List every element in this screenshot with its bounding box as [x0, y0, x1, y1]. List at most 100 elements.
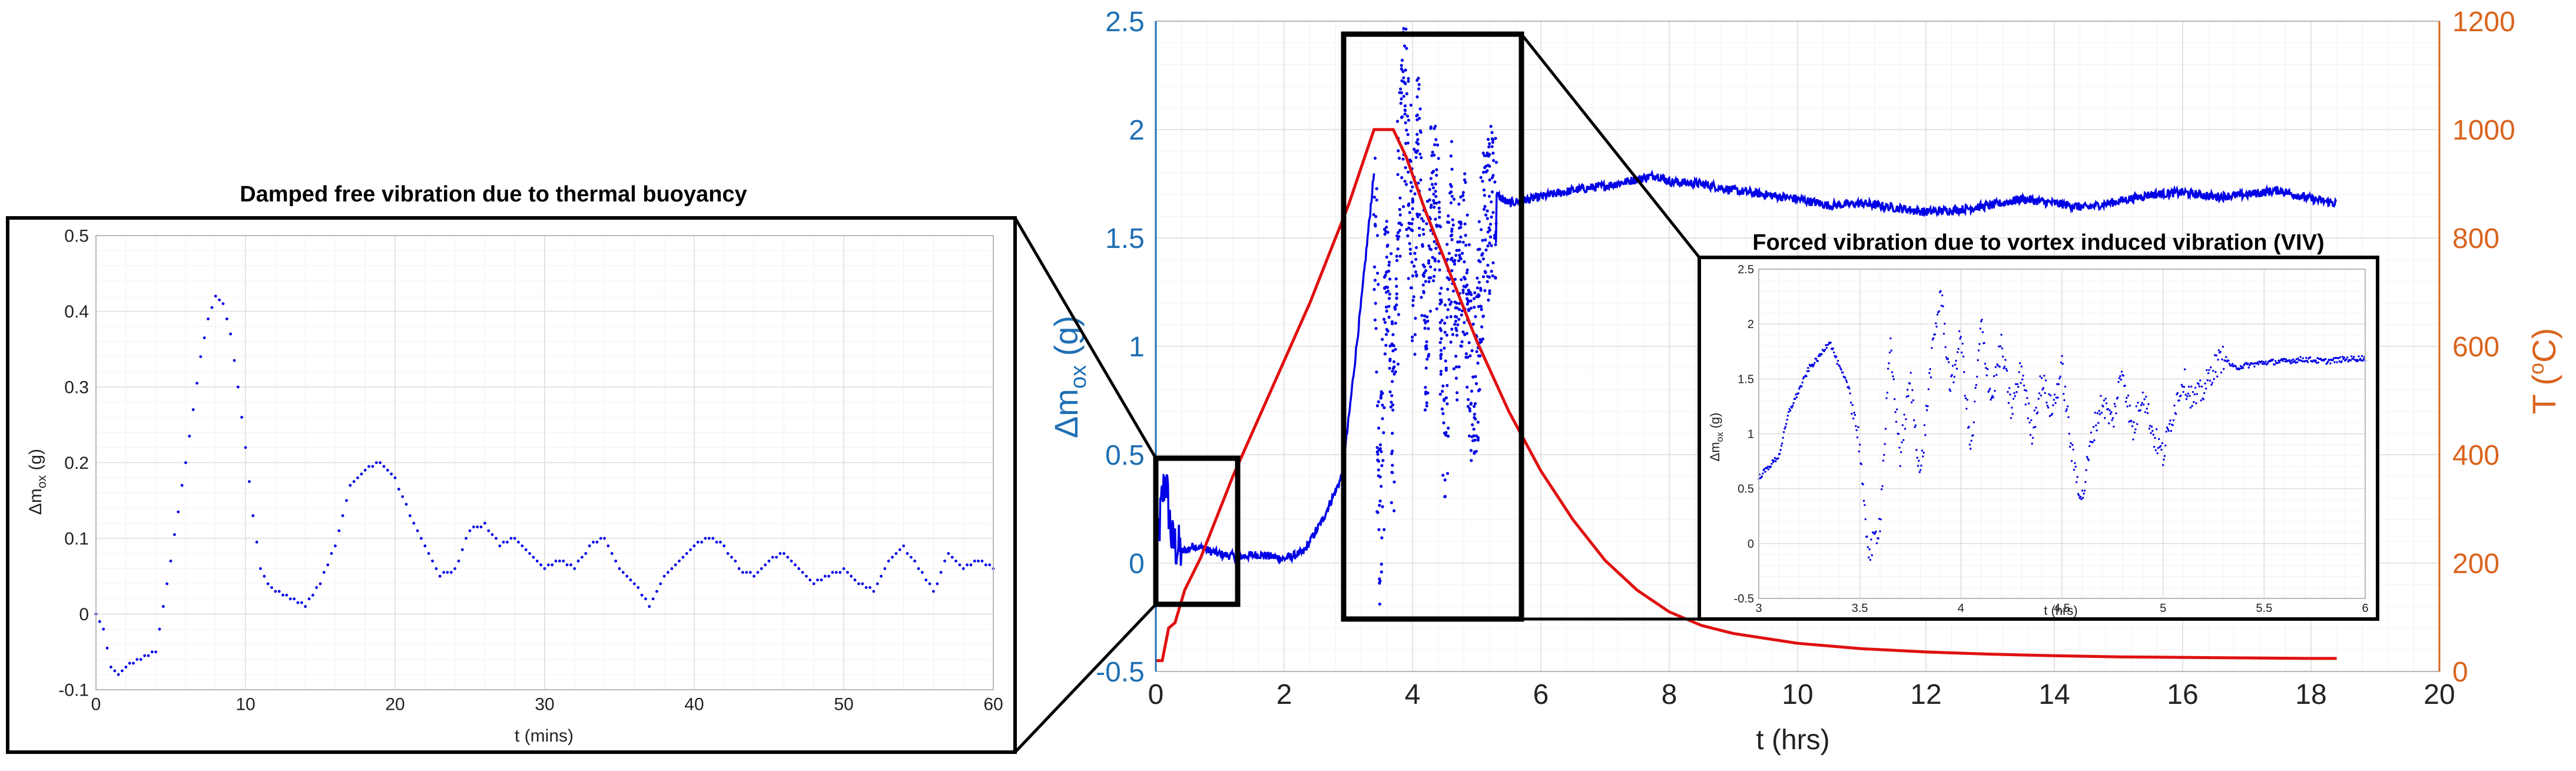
- inset-left-point: [255, 541, 258, 544]
- inset-right-point: [1892, 378, 1895, 380]
- inset-left-point: [966, 563, 969, 567]
- main-mass-point: [1443, 478, 1447, 482]
- inset-right-point: [1773, 456, 1776, 459]
- main-mass-point: [1486, 244, 1490, 248]
- main-mass-point: [1416, 138, 1420, 141]
- inset-right-point: [2018, 362, 2021, 365]
- inset-left-point: [778, 552, 782, 555]
- main-mass-point: [1463, 222, 1467, 226]
- main-mass-point: [1400, 115, 1403, 120]
- inset-right-point: [1866, 546, 1869, 548]
- inset-left-point: [898, 548, 901, 551]
- main-mass-point: [1403, 180, 1407, 183]
- main-mass-point: [1380, 485, 1383, 488]
- inset-right-point: [2079, 495, 2082, 498]
- inset-right-point: [2146, 412, 2149, 414]
- inset-right-point: [2148, 427, 2150, 430]
- inset-right-y-tick-label: 0.5: [1738, 483, 1754, 496]
- main-mass-point: [1434, 217, 1437, 221]
- main-mass-point: [1415, 118, 1419, 121]
- inset-left-point: [842, 567, 846, 570]
- inset-left-point: [506, 541, 509, 544]
- inset-right-point: [2059, 375, 2061, 378]
- inset-left-x-tick-label: 10: [236, 695, 255, 714]
- inset-right-point: [1945, 356, 1948, 359]
- inset-left-point: [640, 594, 644, 597]
- inset-left-point: [337, 529, 341, 532]
- main-mass-point: [1425, 347, 1428, 350]
- inset-left-point: [588, 544, 591, 548]
- main-mass-point: [1387, 305, 1391, 308]
- inset-right-point: [2211, 382, 2214, 384]
- main-mass-point: [1449, 315, 1453, 319]
- main-mass-point: [1395, 303, 1398, 307]
- inset-right-point: [2353, 356, 2355, 358]
- inset-right-point: [1896, 408, 1898, 411]
- main-mass-point: [1390, 452, 1394, 455]
- main-mass-point: [1478, 305, 1482, 308]
- main-mass-point: [1404, 183, 1408, 186]
- main-mass-point: [1385, 220, 1388, 223]
- inset-right-point: [2193, 393, 2196, 396]
- main-mass-point: [1388, 277, 1392, 281]
- inset-right-point: [2139, 409, 2141, 412]
- main-mass-point: [1403, 104, 1407, 108]
- main-x-tick-label: 18: [2295, 679, 2326, 710]
- main-mass-point: [1417, 82, 1421, 87]
- inset-left-point: [311, 594, 314, 597]
- main-mass-point: [1429, 276, 1433, 280]
- inset-right-point: [2256, 361, 2259, 363]
- main-mass-point: [1488, 229, 1491, 232]
- inset-left-point: [438, 574, 442, 578]
- inset-right-point: [2228, 362, 2230, 365]
- inset-right-x-axis-label: t (hrs): [2044, 603, 2077, 618]
- inset-right-point: [2317, 361, 2319, 364]
- inset-right-point: [2053, 399, 2055, 401]
- main-mass-point: [1450, 167, 1454, 171]
- inset-left-point: [150, 650, 154, 654]
- inset-right-point: [2163, 458, 2165, 461]
- inset-right-point: [2111, 419, 2113, 421]
- main-mass-point: [1414, 246, 1418, 249]
- inset-right-point: [1888, 351, 1891, 354]
- inset-left-point: [973, 560, 976, 562]
- inset-right-point: [1786, 415, 1789, 417]
- inset-right-y-label-sub: ox: [1715, 432, 1725, 442]
- inset-right-point: [2154, 436, 2156, 439]
- inset-left-point: [446, 571, 449, 574]
- main-mass-point: [1490, 131, 1494, 134]
- main-mass-point: [1473, 291, 1477, 294]
- main-mass-point: [1451, 333, 1454, 336]
- inset-left-point: [180, 484, 184, 487]
- inset-right-point: [2015, 383, 2017, 385]
- inset-right-point: [2296, 361, 2299, 363]
- main-mass-point: [1384, 333, 1388, 336]
- inset-right-point: [2358, 355, 2360, 358]
- main-mass-point: [1467, 289, 1471, 293]
- main-mass-point: [1483, 270, 1487, 273]
- main-mass-point: [1394, 277, 1398, 281]
- inset-left-point: [816, 578, 819, 582]
- main-mass-point: [1427, 355, 1430, 358]
- inset-right-point: [1981, 319, 1983, 321]
- main-mass-point: [1487, 298, 1490, 302]
- inset-right-point: [2022, 375, 2024, 377]
- main-mass-point: [1477, 354, 1480, 358]
- main-mass-point: [1440, 337, 1443, 340]
- inset-right-point: [2124, 385, 2126, 387]
- inset-right-point: [1882, 459, 1885, 462]
- main-mass-point: [1446, 257, 1449, 261]
- inset-left-point: [110, 666, 112, 669]
- main-mass-point: [1450, 230, 1454, 233]
- main-mass-point: [1375, 450, 1379, 454]
- inset-right-point: [2003, 367, 2005, 369]
- inset-right-point: [1931, 347, 1933, 349]
- inset-right-point: [2339, 356, 2342, 359]
- main-mass-point: [1376, 272, 1380, 275]
- main-mass-point: [1446, 287, 1450, 291]
- main-mass-point: [1383, 317, 1386, 321]
- inset-right-point: [2219, 350, 2222, 353]
- inset-right-point: [2224, 359, 2227, 362]
- main-mass-point: [1473, 306, 1476, 309]
- inset-right-point: [1767, 468, 1770, 471]
